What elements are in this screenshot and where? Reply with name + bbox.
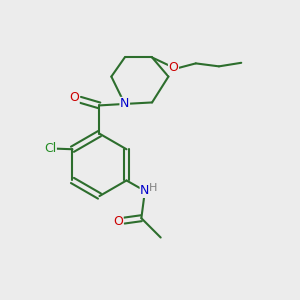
Text: N: N [140,184,150,197]
Text: Cl: Cl [44,142,56,155]
Text: N: N [120,98,129,110]
Text: O: O [169,61,178,74]
Text: O: O [113,215,123,228]
Text: O: O [69,92,79,104]
Text: H: H [149,184,157,194]
